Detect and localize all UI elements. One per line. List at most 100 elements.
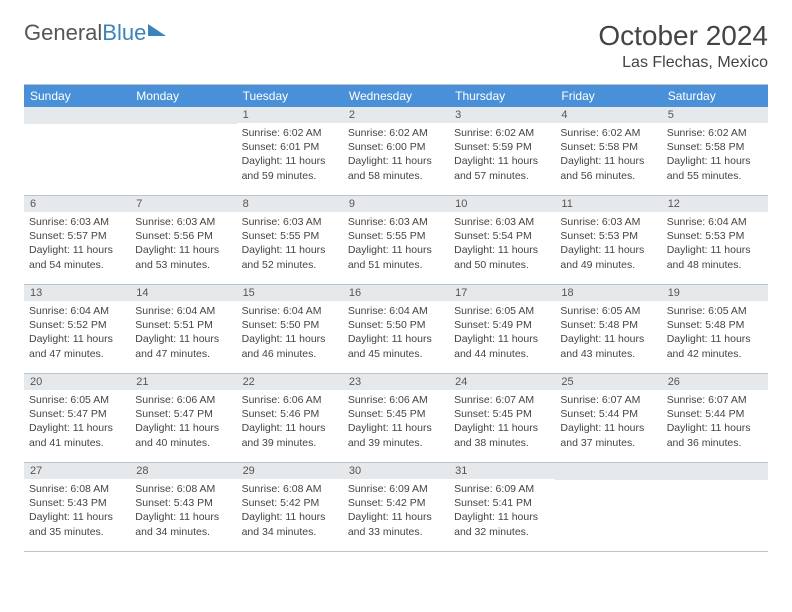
day-number [24, 107, 130, 124]
day-body: Sunrise: 6:02 AMSunset: 6:00 PMDaylight:… [343, 123, 449, 188]
day-body: Sunrise: 6:08 AMSunset: 5:43 PMDaylight:… [130, 479, 236, 544]
day-cell: 24Sunrise: 6:07 AMSunset: 5:45 PMDayligh… [449, 374, 555, 462]
dow-cell: Thursday [449, 85, 555, 107]
day-body: Sunrise: 6:07 AMSunset: 5:44 PMDaylight:… [555, 390, 661, 455]
day-body: Sunrise: 6:05 AMSunset: 5:48 PMDaylight:… [555, 301, 661, 366]
day-cell [555, 463, 661, 551]
day-number: 2 [343, 107, 449, 123]
day-body: Sunrise: 6:03 AMSunset: 5:53 PMDaylight:… [555, 212, 661, 277]
day-body: Sunrise: 6:02 AMSunset: 5:59 PMDaylight:… [449, 123, 555, 188]
day-body: Sunrise: 6:03 AMSunset: 5:54 PMDaylight:… [449, 212, 555, 277]
logo: GeneralBlue [24, 20, 166, 46]
day-body: Sunrise: 6:05 AMSunset: 5:49 PMDaylight:… [449, 301, 555, 366]
day-number: 15 [237, 285, 343, 301]
day-number: 24 [449, 374, 555, 390]
day-cell: 7Sunrise: 6:03 AMSunset: 5:56 PMDaylight… [130, 196, 236, 284]
day-body: Sunrise: 6:03 AMSunset: 5:57 PMDaylight:… [24, 212, 130, 277]
day-number: 22 [237, 374, 343, 390]
day-body: Sunrise: 6:04 AMSunset: 5:52 PMDaylight:… [24, 301, 130, 366]
week-row: 20Sunrise: 6:05 AMSunset: 5:47 PMDayligh… [24, 374, 768, 463]
logo-text-blue: Blue [102, 20, 146, 46]
day-body: Sunrise: 6:02 AMSunset: 5:58 PMDaylight:… [662, 123, 768, 188]
location: Las Flechas, Mexico [598, 54, 768, 72]
day-cell: 11Sunrise: 6:03 AMSunset: 5:53 PMDayligh… [555, 196, 661, 284]
day-number [130, 107, 236, 124]
day-cell: 1Sunrise: 6:02 AMSunset: 6:01 PMDaylight… [237, 107, 343, 195]
day-body: Sunrise: 6:06 AMSunset: 5:45 PMDaylight:… [343, 390, 449, 455]
day-body: Sunrise: 6:02 AMSunset: 6:01 PMDaylight:… [237, 123, 343, 188]
day-number: 31 [449, 463, 555, 479]
day-cell: 17Sunrise: 6:05 AMSunset: 5:49 PMDayligh… [449, 285, 555, 373]
day-number: 18 [555, 285, 661, 301]
day-cell: 30Sunrise: 6:09 AMSunset: 5:42 PMDayligh… [343, 463, 449, 551]
day-body: Sunrise: 6:04 AMSunset: 5:53 PMDaylight:… [662, 212, 768, 277]
day-cell: 21Sunrise: 6:06 AMSunset: 5:47 PMDayligh… [130, 374, 236, 462]
day-number: 19 [662, 285, 768, 301]
day-cell: 19Sunrise: 6:05 AMSunset: 5:48 PMDayligh… [662, 285, 768, 373]
day-number: 25 [555, 374, 661, 390]
day-number: 1 [237, 107, 343, 123]
day-cell: 22Sunrise: 6:06 AMSunset: 5:46 PMDayligh… [237, 374, 343, 462]
day-number: 7 [130, 196, 236, 212]
day-cell: 8Sunrise: 6:03 AMSunset: 5:55 PMDaylight… [237, 196, 343, 284]
day-number: 12 [662, 196, 768, 212]
day-cell: 3Sunrise: 6:02 AMSunset: 5:59 PMDaylight… [449, 107, 555, 195]
calendar: SundayMondayTuesdayWednesdayThursdayFrid… [24, 84, 768, 552]
triangle-icon [148, 24, 166, 36]
days-of-week-row: SundayMondayTuesdayWednesdayThursdayFrid… [24, 85, 768, 107]
day-cell: 5Sunrise: 6:02 AMSunset: 5:58 PMDaylight… [662, 107, 768, 195]
day-body: Sunrise: 6:02 AMSunset: 5:58 PMDaylight:… [555, 123, 661, 188]
day-body: Sunrise: 6:08 AMSunset: 5:42 PMDaylight:… [237, 479, 343, 544]
day-cell: 13Sunrise: 6:04 AMSunset: 5:52 PMDayligh… [24, 285, 130, 373]
day-cell: 20Sunrise: 6:05 AMSunset: 5:47 PMDayligh… [24, 374, 130, 462]
day-cell: 9Sunrise: 6:03 AMSunset: 5:55 PMDaylight… [343, 196, 449, 284]
title-block: October 2024 Las Flechas, Mexico [598, 20, 768, 72]
day-cell: 14Sunrise: 6:04 AMSunset: 5:51 PMDayligh… [130, 285, 236, 373]
day-cell: 26Sunrise: 6:07 AMSunset: 5:44 PMDayligh… [662, 374, 768, 462]
day-number [555, 463, 661, 480]
week-row: 13Sunrise: 6:04 AMSunset: 5:52 PMDayligh… [24, 285, 768, 374]
day-body: Sunrise: 6:09 AMSunset: 5:41 PMDaylight:… [449, 479, 555, 544]
day-number: 23 [343, 374, 449, 390]
dow-cell: Sunday [24, 85, 130, 107]
day-cell: 31Sunrise: 6:09 AMSunset: 5:41 PMDayligh… [449, 463, 555, 551]
day-number: 14 [130, 285, 236, 301]
day-cell: 12Sunrise: 6:04 AMSunset: 5:53 PMDayligh… [662, 196, 768, 284]
dow-cell: Wednesday [343, 85, 449, 107]
day-cell [130, 107, 236, 195]
day-body: Sunrise: 6:03 AMSunset: 5:55 PMDaylight:… [237, 212, 343, 277]
day-cell: 29Sunrise: 6:08 AMSunset: 5:42 PMDayligh… [237, 463, 343, 551]
dow-cell: Monday [130, 85, 236, 107]
day-body: Sunrise: 6:07 AMSunset: 5:45 PMDaylight:… [449, 390, 555, 455]
day-cell: 4Sunrise: 6:02 AMSunset: 5:58 PMDaylight… [555, 107, 661, 195]
day-number: 5 [662, 107, 768, 123]
logo-text-general: General [24, 20, 102, 46]
day-cell: 6Sunrise: 6:03 AMSunset: 5:57 PMDaylight… [24, 196, 130, 284]
day-body: Sunrise: 6:04 AMSunset: 5:50 PMDaylight:… [237, 301, 343, 366]
weeks-container: 1Sunrise: 6:02 AMSunset: 6:01 PMDaylight… [24, 107, 768, 552]
day-cell: 16Sunrise: 6:04 AMSunset: 5:50 PMDayligh… [343, 285, 449, 373]
day-number: 9 [343, 196, 449, 212]
day-cell: 27Sunrise: 6:08 AMSunset: 5:43 PMDayligh… [24, 463, 130, 551]
day-number: 21 [130, 374, 236, 390]
day-body: Sunrise: 6:06 AMSunset: 5:46 PMDaylight:… [237, 390, 343, 455]
day-number: 3 [449, 107, 555, 123]
day-number: 16 [343, 285, 449, 301]
day-number: 28 [130, 463, 236, 479]
day-number: 27 [24, 463, 130, 479]
day-body: Sunrise: 6:07 AMSunset: 5:44 PMDaylight:… [662, 390, 768, 455]
day-body: Sunrise: 6:08 AMSunset: 5:43 PMDaylight:… [24, 479, 130, 544]
dow-cell: Tuesday [237, 85, 343, 107]
day-number: 6 [24, 196, 130, 212]
day-cell: 18Sunrise: 6:05 AMSunset: 5:48 PMDayligh… [555, 285, 661, 373]
day-number: 30 [343, 463, 449, 479]
dow-cell: Friday [555, 85, 661, 107]
week-row: 27Sunrise: 6:08 AMSunset: 5:43 PMDayligh… [24, 463, 768, 552]
day-body: Sunrise: 6:09 AMSunset: 5:42 PMDaylight:… [343, 479, 449, 544]
day-cell: 10Sunrise: 6:03 AMSunset: 5:54 PMDayligh… [449, 196, 555, 284]
day-body: Sunrise: 6:05 AMSunset: 5:47 PMDaylight:… [24, 390, 130, 455]
day-number: 13 [24, 285, 130, 301]
day-cell: 25Sunrise: 6:07 AMSunset: 5:44 PMDayligh… [555, 374, 661, 462]
week-row: 6Sunrise: 6:03 AMSunset: 5:57 PMDaylight… [24, 196, 768, 285]
day-number: 29 [237, 463, 343, 479]
